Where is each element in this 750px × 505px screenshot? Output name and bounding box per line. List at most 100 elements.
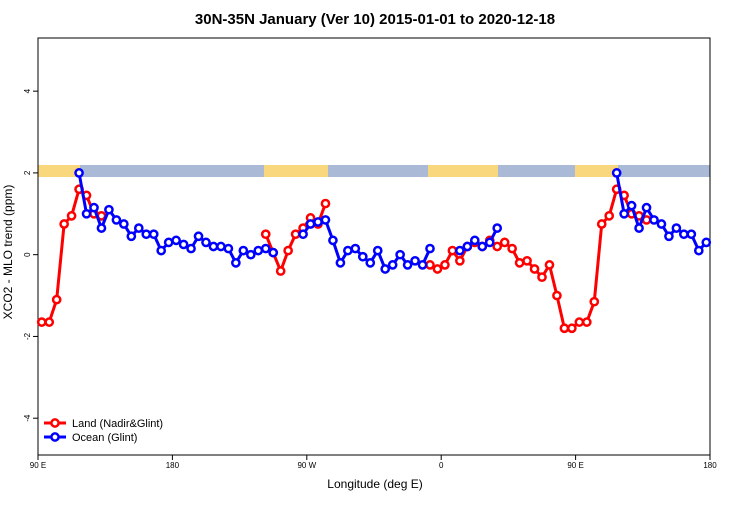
data-point [380,264,391,274]
data-point [231,258,241,268]
data-point [425,243,435,254]
data-point [664,231,674,242]
legend-marker [50,432,60,442]
data-point [81,208,92,219]
data-point [701,237,712,248]
x-tick-label: 90 W [297,461,316,470]
plot-frame [37,37,711,456]
data-point [492,223,503,233]
data-point [686,229,697,240]
data-point [163,237,174,248]
data-point [96,223,107,233]
data-point [417,260,428,270]
data-point [402,260,413,270]
data-point [455,255,465,266]
data-point [440,260,450,270]
data-point [223,243,234,254]
data-point [365,258,376,268]
y-tick-label: -4 [23,414,32,422]
data-point [260,243,271,254]
data-point [59,219,69,229]
data-point [529,264,540,274]
land-ocean-strip [38,165,710,177]
data-point [328,235,338,246]
data-point [559,323,570,334]
data-point [425,260,435,270]
land-strip [264,165,328,177]
data-point [477,241,488,252]
data-point [44,317,55,327]
legend-marker [50,418,60,428]
y-tick-label: 2 [23,170,32,175]
data-point [484,237,495,248]
x-tick-label: 180 [703,461,717,470]
data-point [671,223,682,233]
data-point [268,247,279,258]
data-point [36,317,47,327]
data-point [208,241,219,252]
data-point [544,260,555,270]
data-point [462,241,473,252]
y-tick-label: -2 [23,332,32,340]
data-point [238,245,249,256]
y-tick-label: 0 [23,252,32,257]
data-point [126,231,137,242]
data-point [193,231,204,242]
land-strip [38,165,80,177]
data-point [641,202,652,213]
data-point [74,168,84,178]
y-axis-label: XCO2 - MLO trend (ppm) [1,185,15,320]
data-point [537,272,547,283]
data-point [141,229,152,240]
data-point [260,229,271,240]
data-point [589,296,600,307]
data-point [499,237,510,248]
data-point [634,223,644,233]
land-strip [428,165,498,177]
data-point [387,260,398,270]
data-point [469,235,480,246]
data-point [283,245,293,256]
data-point [626,200,637,211]
land-strip [575,165,618,177]
data-point [604,210,615,221]
x-tick-label: 90 E [30,461,46,470]
x-tick-label: 0 [439,461,444,470]
data-point [693,245,704,256]
data-point [372,245,383,256]
data-point [395,249,405,260]
data-point [148,229,159,240]
data-point [305,219,316,229]
data-point [343,245,353,256]
data-point [119,219,129,229]
data-point [335,258,346,268]
data-point [186,243,196,254]
data-point [216,241,226,252]
data-point [104,204,114,215]
data-point [507,243,517,254]
data-point [649,215,659,225]
data-point [111,215,122,225]
data-point [679,229,689,240]
data-point [514,258,525,268]
data-point [290,229,301,240]
data-point [320,198,331,209]
data-point [619,208,629,219]
data-point [66,210,77,221]
data-point [320,215,331,225]
data-point [574,317,585,327]
data-point [313,217,323,227]
data-point [581,317,592,327]
data-point [611,168,622,178]
x-tick-label: 180 [166,461,180,470]
legend-label: Ocean (Glint) [72,432,137,444]
data-point [298,229,308,240]
chart-title: 30N-35N January (Ver 10) 2015-01-01 to 2… [195,11,555,28]
data-point [171,235,181,246]
data-point [51,294,62,305]
data-point [567,323,577,334]
ocean-strip [38,165,710,177]
data-point [455,245,465,256]
